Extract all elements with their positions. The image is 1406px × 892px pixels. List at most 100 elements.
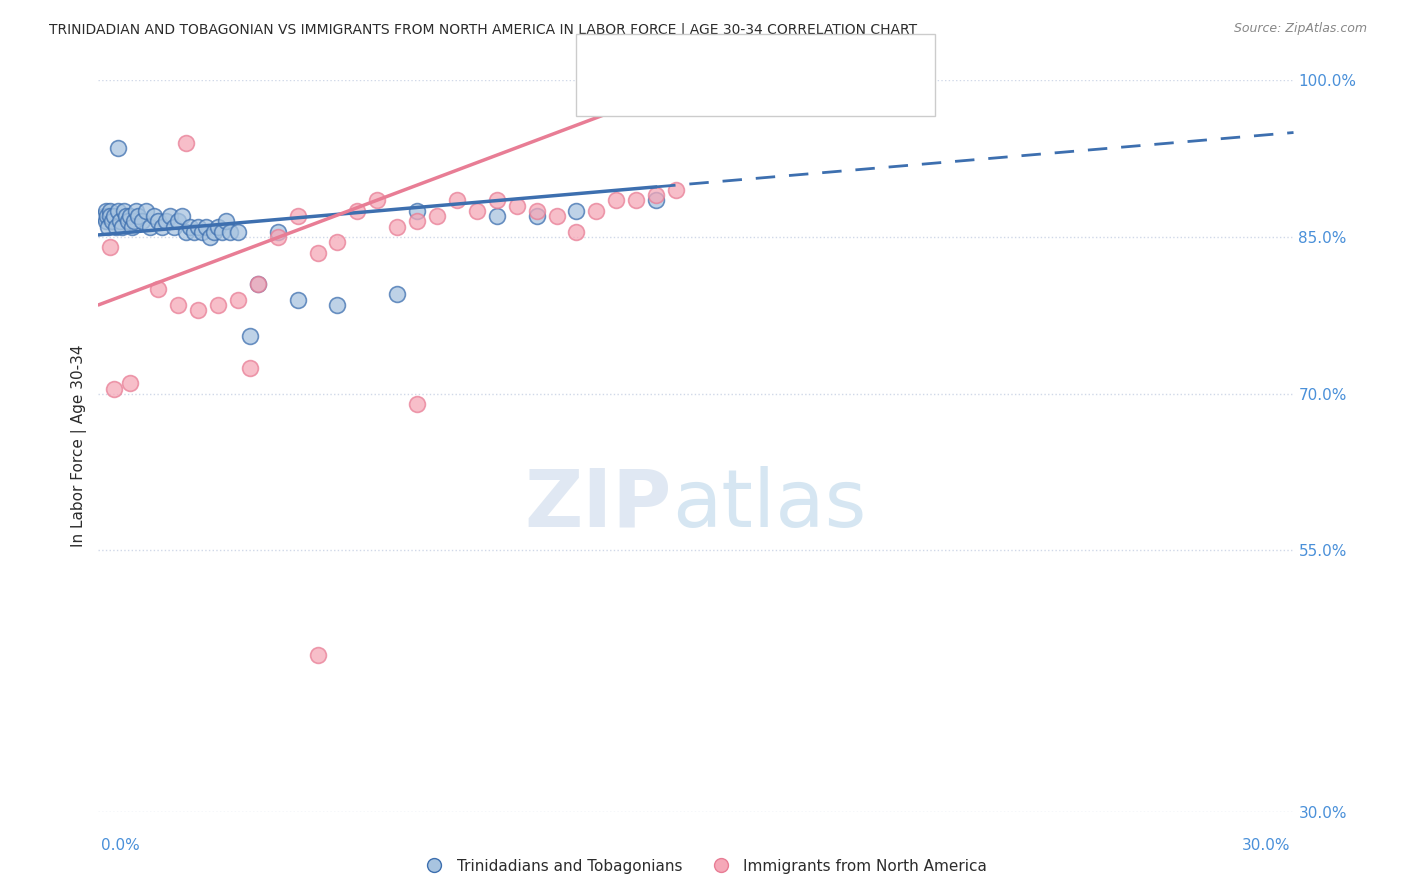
Point [446,194,468,208]
Point [307,245,329,260]
Point [98,240,122,254]
Point [172,209,194,223]
Point [143,209,166,223]
Point [174,136,197,150]
Text: 0.0%: 0.0% [101,838,141,854]
Text: 57: 57 [758,51,780,69]
Point [110,214,132,228]
Point [120,376,142,391]
Point [103,382,125,396]
Point [155,214,177,228]
Point [626,194,648,208]
Point [526,209,548,223]
Point [226,225,249,239]
Point [167,214,190,228]
Point [406,214,429,228]
Point [267,230,290,244]
Point [135,203,157,218]
Point [385,219,409,234]
Point [103,209,125,223]
Point [506,199,529,213]
Point [124,214,146,228]
Point [115,209,138,223]
Text: TRINIDADIAN AND TOBAGONIAN VS IMMIGRANTS FROM NORTH AMERICA IN LABOR FORCE | AGE: TRINIDADIAN AND TOBAGONIAN VS IMMIGRANTS… [49,22,917,37]
Point [131,214,153,228]
Text: 0.182: 0.182 [668,51,720,69]
Text: 35: 35 [758,81,780,99]
Point [585,203,607,218]
Point [239,360,262,375]
Point [195,219,218,234]
Point [239,329,262,343]
Text: R =: R = [634,81,671,99]
Point [246,277,269,291]
Point [202,225,225,239]
Y-axis label: In Labor Force | Age 30-34: In Labor Force | Age 30-34 [72,344,87,548]
Point [207,219,229,234]
Text: R =: R = [634,51,671,69]
Point [546,209,568,223]
Point [226,293,249,307]
Point [148,282,170,296]
Point [107,203,129,218]
Point [565,203,588,218]
Point [120,209,142,223]
Text: 0.438: 0.438 [668,81,720,99]
Point [426,209,449,223]
Legend: Trinidadians and Tobagonians, Immigrants from North America: Trinidadians and Tobagonians, Immigrants… [412,853,994,880]
Text: 30.0%: 30.0% [1243,838,1291,854]
Point [307,648,329,662]
Point [198,230,221,244]
Point [98,203,121,218]
Point [125,203,148,218]
Text: atlas: atlas [672,466,866,543]
Point [219,225,242,239]
Point [287,209,309,223]
Point [183,225,205,239]
Point [111,219,134,234]
Point [167,298,190,312]
Point [485,194,508,208]
Point [174,225,197,239]
Point [148,214,170,228]
Point [385,287,409,301]
Point [93,209,115,223]
Point [526,203,548,218]
Point [117,214,139,228]
Point [665,183,688,197]
Point [127,209,149,223]
Point [645,194,668,208]
Point [326,235,349,250]
Point [107,141,129,155]
Point [267,225,290,239]
Point [97,219,120,234]
Point [685,73,707,87]
Point [101,214,124,228]
Text: ZIP: ZIP [524,466,672,543]
Point [287,293,309,307]
Point [215,214,238,228]
Point [605,194,627,208]
Point [326,298,349,312]
Point [121,219,143,234]
Point [565,225,588,239]
Text: Source: ZipAtlas.com: Source: ZipAtlas.com [1233,22,1367,36]
Point [485,209,508,223]
Point [96,209,118,223]
Point [94,214,117,228]
Point [406,203,429,218]
Point [150,219,173,234]
Point [207,298,229,312]
Point [139,219,162,234]
Point [179,219,201,234]
Point [645,188,668,202]
Text: N =: N = [724,51,761,69]
Point [105,219,128,234]
Point [246,277,269,291]
Point [211,225,233,239]
Point [465,203,488,218]
Point [406,397,429,411]
Point [159,209,181,223]
Point [191,225,214,239]
Point [98,209,122,223]
